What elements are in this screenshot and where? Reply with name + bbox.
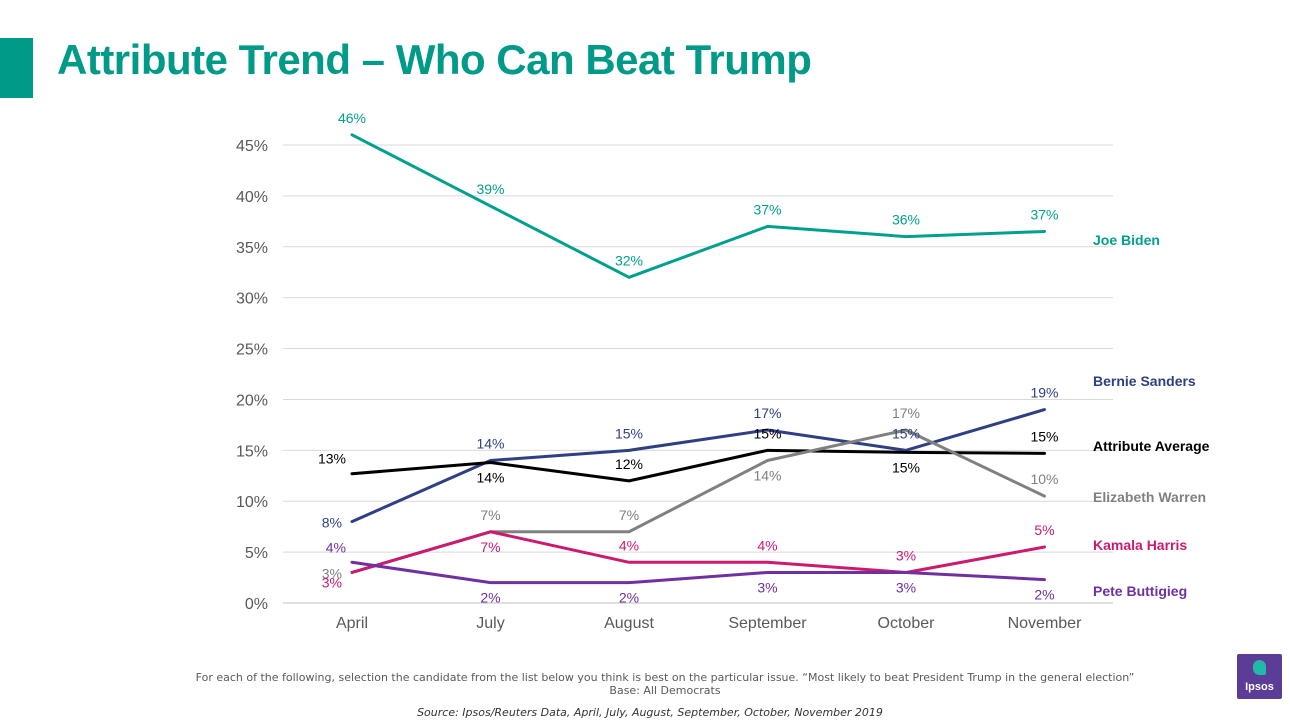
data-label: 37%	[753, 201, 781, 217]
data-label: 7%	[480, 507, 500, 523]
data-label: 2%	[619, 590, 639, 606]
data-label: 3%	[322, 574, 342, 590]
legend-label: Joe Biden	[1093, 232, 1160, 248]
data-label: 5%	[1034, 522, 1054, 538]
y-tick-label: 20%	[236, 392, 268, 409]
legend-label: Attribute Average	[1093, 438, 1210, 454]
legend-label: Kamala Harris	[1093, 537, 1187, 553]
data-label: 7%	[480, 539, 500, 555]
x-tick-label: July	[476, 615, 504, 632]
data-label: 13%	[318, 451, 346, 467]
data-label: 15%	[892, 425, 920, 441]
data-label: 4%	[619, 537, 639, 553]
data-label: 37%	[1030, 207, 1058, 223]
data-label: 10%	[1030, 471, 1058, 487]
y-tick-label: 5%	[245, 545, 268, 562]
data-label: 19%	[1030, 385, 1058, 401]
data-label: 12%	[615, 456, 643, 472]
data-label: 4%	[757, 537, 777, 553]
y-tick-label: 15%	[236, 443, 268, 460]
x-tick-label: November	[1008, 615, 1082, 632]
y-tick-label: 30%	[236, 291, 268, 308]
y-tick-label: 25%	[236, 342, 268, 359]
logo-mark-icon	[1253, 660, 1266, 675]
source-note: Source: Ipsos/Reuters Data, April, July,…	[417, 706, 883, 719]
y-tick-label: 45%	[236, 138, 268, 155]
data-label: 8%	[322, 515, 342, 531]
data-label: 15%	[892, 459, 920, 475]
data-label: 46%	[338, 110, 366, 126]
data-label: 39%	[476, 181, 504, 197]
data-label: 15%	[1030, 428, 1058, 444]
x-tick-label: August	[604, 615, 654, 632]
data-label: 17%	[753, 405, 781, 421]
footnote-base: Base: All Democrats	[609, 684, 721, 697]
legend-label: Bernie Sanders	[1093, 373, 1196, 389]
data-label: 14%	[476, 470, 504, 486]
data-label: 4%	[326, 539, 346, 555]
data-label: 2%	[1034, 587, 1054, 603]
line-chart: 0% 5% 10% 15% 20% 25% 30% 35% 40% 45% April July Aug…	[236, 110, 1210, 632]
data-label: 14%	[753, 468, 781, 484]
data-label: 36%	[892, 212, 920, 228]
y-tick-label: 10%	[236, 494, 268, 511]
footnote-question: For each of the following, selection the…	[195, 671, 1135, 684]
series-line-kamala-harris	[350, 530, 1046, 574]
y-tick-label: 40%	[236, 189, 268, 206]
logo-text: Ipsos	[1245, 681, 1274, 693]
series-line-bernie-sanders	[350, 408, 1046, 524]
data-label: 15%	[753, 425, 781, 441]
data-label: 2%	[480, 590, 500, 606]
data-label: 7%	[619, 507, 639, 523]
data-label: 32%	[615, 252, 643, 268]
x-tick-label: April	[336, 615, 368, 632]
footnote: For each of the following, selection the…	[140, 671, 1190, 697]
series-line-joe-biden	[350, 133, 1046, 279]
y-tick-label: 0%	[245, 596, 268, 613]
data-label: 14%	[476, 436, 504, 452]
y-tick-label: 35%	[236, 240, 268, 257]
data-label: 3%	[322, 565, 342, 581]
data-label: 3%	[896, 579, 916, 595]
legend-label: Elizabeth Warren	[1093, 489, 1206, 505]
x-tick-label: September	[728, 615, 807, 632]
title-accent-bar	[0, 38, 33, 98]
data-label: 17%	[892, 405, 920, 421]
legend-label: Pete Buttigieg	[1093, 583, 1187, 599]
data-label: 15%	[615, 425, 643, 441]
series-line-attribute-average	[350, 448, 1046, 483]
series-line-pete-buttigieg	[350, 560, 1046, 585]
ipsos-logo: Ipsos	[1237, 654, 1282, 699]
data-label: 3%	[757, 579, 777, 595]
data-label: 3%	[896, 547, 916, 563]
slide-title: Attribute Trend – Who Can Beat Trump	[57, 36, 812, 83]
x-tick-label: October	[878, 615, 936, 632]
